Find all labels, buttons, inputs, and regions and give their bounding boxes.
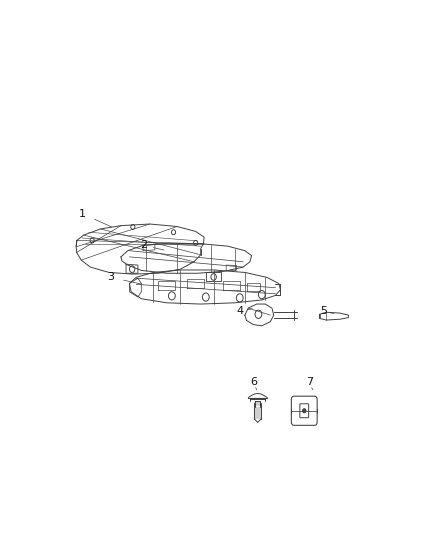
Text: 5: 5 <box>320 306 327 316</box>
Text: 3: 3 <box>107 272 114 282</box>
Text: 7: 7 <box>306 377 313 387</box>
Text: 6: 6 <box>250 377 257 387</box>
Text: 2: 2 <box>140 240 147 251</box>
Text: 1: 1 <box>79 209 86 219</box>
Circle shape <box>303 409 306 413</box>
Text: 4: 4 <box>237 306 244 316</box>
